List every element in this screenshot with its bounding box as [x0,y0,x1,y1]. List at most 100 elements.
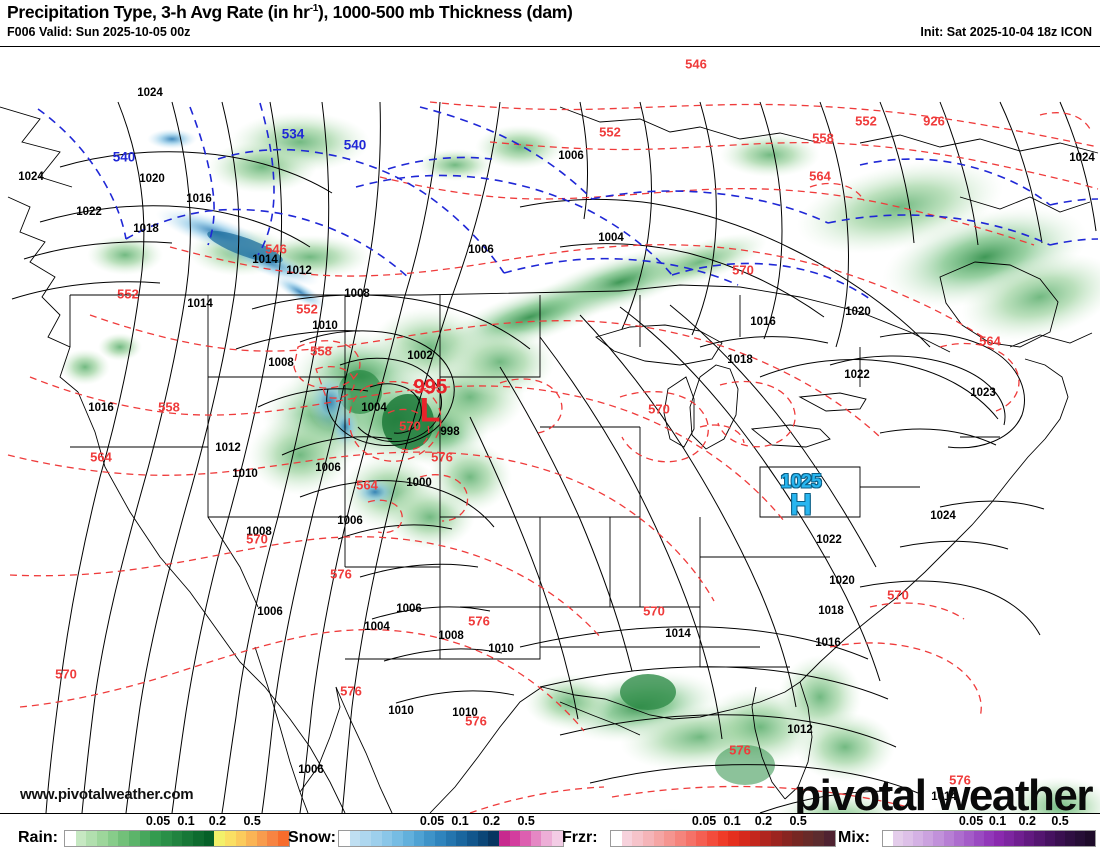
legend-swatch [434,831,446,846]
thickness-contours-warm [7,101,1099,813]
legend-tick-label: 0.2 [482,814,501,828]
legend-swatch [278,831,289,846]
legend-swatch [182,831,193,846]
legend-swatch [246,831,257,846]
legend-ticks-frzr: 0.05 0.1 0.2 0.5 [610,814,834,828]
legend-swatch [107,831,119,846]
map-canvas[interactable]: 1024 1006 1024 1020 1016 1022 1024 1018 1004 1006… [0,46,1100,814]
legend-tick-label: 0.1 [988,814,1007,828]
legend-swatch [1014,831,1025,846]
legend-swatch [1054,831,1065,846]
legend-swatch [150,831,161,846]
legend-tick-label: 0.05 [958,814,984,828]
legend-swatch [65,831,76,846]
legend-swatch [1034,831,1045,846]
legend-swatch [370,831,382,846]
legend-swatch [488,831,499,846]
legend-tick-label: 0.1 [451,814,469,828]
legend-swatch [118,831,129,846]
legend-swatch [456,831,467,846]
legend-swatch [381,831,393,846]
legend-swatch [1044,831,1055,846]
legend-swatch [203,831,215,846]
legend-swatch [621,831,633,846]
legend-swatch [973,831,984,846]
legend-swatch [738,831,750,846]
legend-swatch [339,831,350,846]
legend-swatch [792,831,803,846]
legend-tick-label: 0.2 [1018,814,1036,828]
legend-label-rain: Rain: [18,829,58,846]
legend-swatch [632,831,643,846]
legend-tick-label: 0.5 [789,814,807,828]
legend-swatch [360,831,371,846]
legend-swatch [1064,831,1075,846]
legend-swatch [728,831,739,846]
legend-tick-label: 0.05 [145,814,171,828]
legend-swatch [717,831,729,846]
legend-tick-label: 0.2 [208,814,227,828]
legend-label-frzr: Frzr: [562,829,598,846]
legend-swatch [520,831,531,846]
page-header: Precipitation Type, 3-h Avg Rate (in hr-… [0,0,1100,46]
legend-swatch [413,831,425,846]
legend-swatch [1084,831,1095,846]
legend-swatch [498,831,510,846]
legend-colorbar-rain[interactable] [64,830,290,847]
legend-swatch [923,831,934,846]
valid-time-label: F006 Valid: Sun 2025-10-05 00z [7,25,191,39]
legend-swatch [994,831,1005,846]
legend-swatch [933,831,944,846]
legend-swatch [402,831,414,846]
legend-swatch [781,831,793,846]
legend-swatch [813,831,825,846]
legend-swatch [770,831,782,846]
legend-group-frzr: Frzr: 0.05 0.1 0.2 0.5 [0,814,1100,850]
legend-swatch [86,831,97,846]
legend-swatch [696,831,707,846]
watermark-url[interactable]: www.pivotalweather.com [20,786,194,803]
legend-swatch [1004,831,1015,846]
legend-swatch [963,831,974,846]
legend-swatch [75,831,87,846]
legend-swatch [214,831,225,846]
legend-swatch [235,831,247,846]
legend-label-snow: Snow: [288,829,336,846]
legend-group-rain: Rain: 0.05 0.1 0.2 0.5 [0,814,1100,850]
legend-swatch [893,831,904,846]
legend-swatch [685,831,697,846]
legend-swatch [96,831,108,846]
legend-swatch [1074,831,1085,846]
legend-swatch [913,831,924,846]
legend-swatch [424,831,435,846]
legend-swatch [983,831,995,846]
legend-tick-label: 0.5 [243,814,261,828]
watermark-brand: pivotal weather [794,771,1093,814]
legend-colorbar-mix[interactable] [882,830,1096,847]
thickness-contours-cold [37,102,1099,300]
legend-swatch [664,831,675,846]
legend-swatch [392,831,403,846]
legend-colorbar-frzr[interactable] [610,830,836,847]
legend-swatch [224,831,236,846]
precip-shading-rain [60,112,1100,813]
legend-swatch [349,831,361,846]
legend-ticks-rain: 0.05 0.1 0.2 0.5 [64,814,288,828]
page-title: Precipitation Type, 3-h Avg Rate (in hr-… [7,2,573,22]
legend-swatch [445,831,457,846]
legend-colorbar-snow[interactable] [338,830,564,847]
title-superscript: -1 [309,3,319,15]
legend-swatch [171,831,183,846]
legend-tick-label: 0.05 [419,814,445,828]
legend-swatch [139,831,151,846]
mslp-isobars [11,101,1097,813]
legend-tick-label: 0.2 [754,814,773,828]
legend-tick-label: 0.5 [517,814,535,828]
legend-tick-label: 0.1 [177,814,195,828]
legend-swatch [530,831,542,846]
legend-swatch [653,831,665,846]
legend-group-snow: Snow: 0.05 0.1 0.2 0.5 [0,814,1100,850]
legend-swatch [128,831,140,846]
legend-swatch [706,831,718,846]
legend-swatch [953,831,964,846]
